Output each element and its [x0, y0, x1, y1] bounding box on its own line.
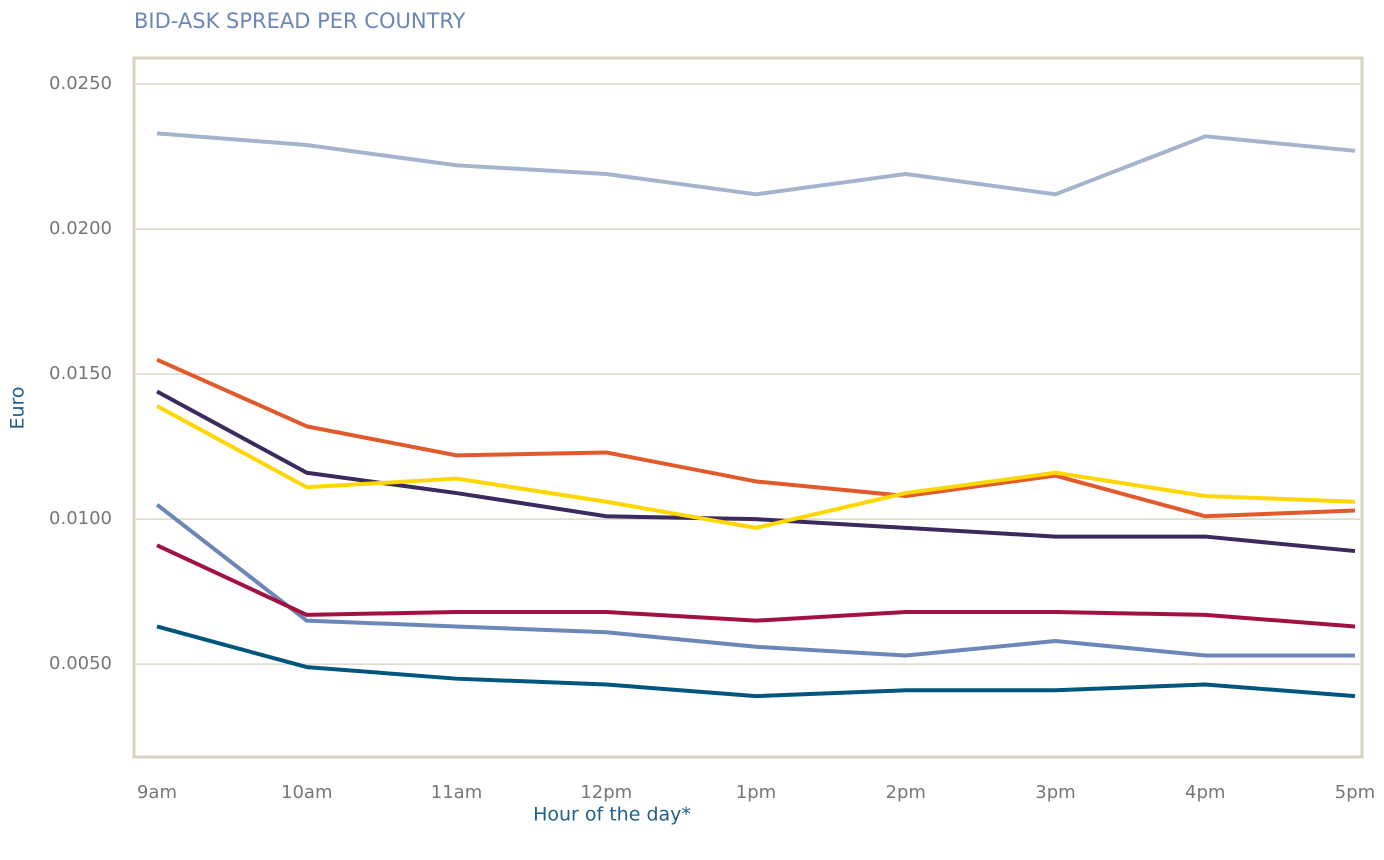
- series-line: [155, 503, 1355, 658]
- series-line: [156, 389, 1356, 554]
- series-line: [156, 131, 1356, 197]
- y-tick-label: 0.0100: [49, 508, 112, 529]
- x-tick-label: 1pm: [736, 782, 776, 803]
- x-tick-label: 11am: [431, 782, 482, 803]
- y-tick-label: 0.0200: [49, 218, 112, 239]
- chart-title: BID-ASK SPREAD PER COUNTRY: [134, 9, 466, 33]
- x-tick-label: 2pm: [886, 782, 926, 803]
- series-line: [156, 357, 1356, 519]
- x-tick-label: 9am: [137, 782, 177, 803]
- plot-frame: [132, 56, 1364, 759]
- series-line: [156, 543, 1356, 629]
- x-tick-label: 10am: [281, 782, 332, 803]
- x-tick-label: 4pm: [1185, 782, 1225, 803]
- x-axis-label: Hour of the day*: [533, 804, 691, 826]
- y-axis-label: Euro: [7, 386, 29, 429]
- y-tick-label: 0.0250: [49, 73, 112, 94]
- series-line: [156, 624, 1356, 699]
- y-tick-label: 0.0050: [49, 653, 112, 674]
- x-tick-label: 12pm: [580, 782, 632, 803]
- x-tick-label: 3pm: [1035, 782, 1075, 803]
- series-line: [156, 404, 1356, 530]
- x-tick-label: 5pm: [1335, 782, 1375, 803]
- y-tick-label: 0.0150: [49, 363, 112, 384]
